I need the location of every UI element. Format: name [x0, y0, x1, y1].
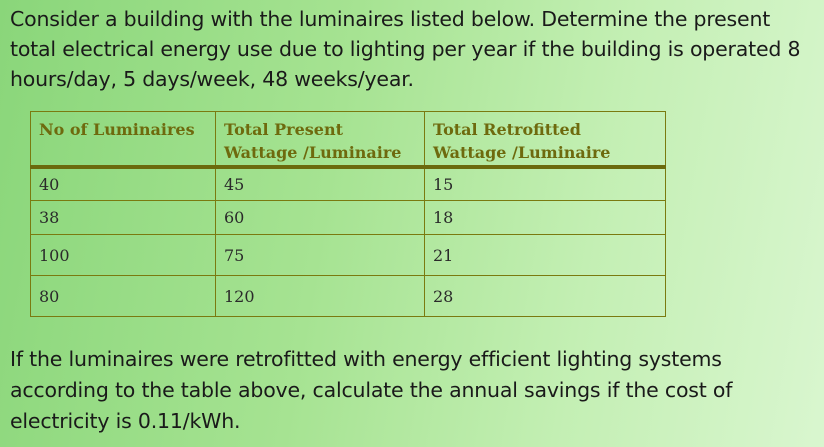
table-header-row: No of Luminaires Total Present Wattage /…: [30, 111, 666, 169]
luminaires-table: No of Luminaires Total Present Wattage /…: [30, 111, 666, 317]
cell-present-wattage: 60: [215, 200, 425, 235]
cell-luminaires: 38: [30, 200, 216, 235]
header-no-of-luminaires: No of Luminaires: [30, 111, 216, 169]
table-row: 40 45 15: [30, 166, 666, 201]
cell-retrofitted-wattage: 28: [424, 275, 666, 317]
header-present-wattage: Total Present Wattage /Luminaire: [215, 111, 425, 169]
cell-retrofitted-wattage: 15: [424, 166, 666, 201]
cell-luminaires: 100: [30, 234, 216, 276]
table-row: 38 60 18: [30, 200, 666, 235]
cell-present-wattage: 120: [215, 275, 425, 317]
table-row: 100 75 21: [30, 234, 666, 276]
header-retrofitted-wattage: Total Retrofitted Wattage /Luminaire: [424, 111, 666, 169]
question-outro: If the luminaires were retrofitted with …: [10, 347, 733, 433]
table-row: 80 120 28: [30, 275, 666, 317]
cell-present-wattage: 45: [215, 166, 425, 201]
cell-retrofitted-wattage: 21: [424, 234, 666, 276]
question-intro: Consider a building with the luminaires …: [10, 7, 801, 91]
cell-retrofitted-wattage: 18: [424, 200, 666, 235]
cell-luminaires: 80: [30, 275, 216, 317]
cell-present-wattage: 75: [215, 234, 425, 276]
cell-luminaires: 40: [30, 166, 216, 201]
